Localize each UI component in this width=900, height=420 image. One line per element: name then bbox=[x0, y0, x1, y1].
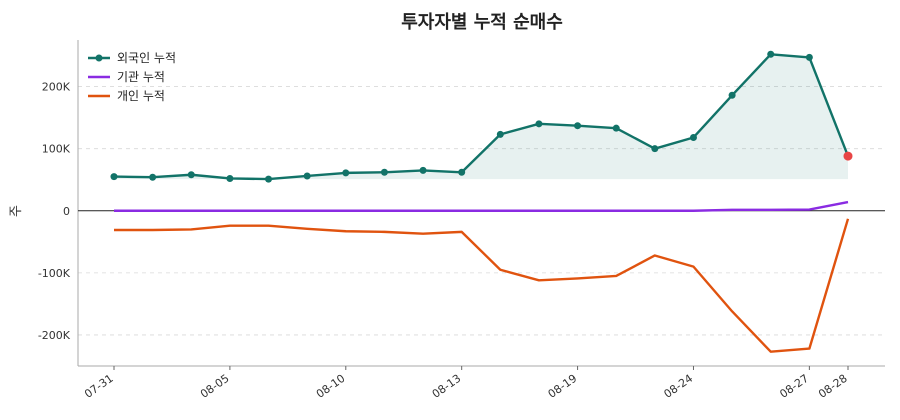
data-point bbox=[458, 168, 466, 176]
legend-label: 기관 누적 bbox=[117, 70, 165, 84]
series-area-fill bbox=[114, 54, 848, 180]
y-tick-label: 0 bbox=[63, 205, 70, 218]
y-tick-label: -200K bbox=[38, 329, 71, 342]
data-point bbox=[342, 169, 350, 177]
last-point-highlight bbox=[843, 151, 853, 161]
y-tick-label: 100K bbox=[42, 143, 71, 156]
y-axis-label: 주 bbox=[9, 205, 24, 217]
data-point bbox=[574, 122, 582, 130]
x-tick-label: 08-05 bbox=[198, 372, 232, 401]
data-point bbox=[767, 50, 775, 58]
x-tick-label: 08-10 bbox=[314, 372, 348, 401]
data-point bbox=[805, 53, 813, 61]
data-point bbox=[535, 120, 543, 128]
y-tick-label: 200K bbox=[42, 81, 71, 94]
data-point bbox=[419, 166, 427, 174]
data-point bbox=[728, 91, 736, 99]
data-point bbox=[303, 172, 311, 180]
data-point bbox=[226, 174, 234, 182]
data-point bbox=[265, 175, 273, 183]
series-line-1 bbox=[113, 53, 850, 181]
x-tick-label: 08-13 bbox=[430, 372, 464, 401]
series-line-2 bbox=[114, 200, 849, 212]
data-point bbox=[187, 171, 195, 179]
chart-title: 투자자별 누적 순매수 bbox=[401, 12, 563, 33]
data-point bbox=[380, 168, 388, 176]
x-tick-label: 08-28 bbox=[816, 372, 850, 401]
x-tick-label: 08-27 bbox=[777, 372, 811, 401]
y-tick-label: -100K bbox=[38, 267, 71, 280]
data-point bbox=[149, 173, 157, 181]
series-line-3 bbox=[114, 218, 850, 353]
x-tick-label: 08-19 bbox=[546, 372, 580, 401]
x-tick-label: 08-24 bbox=[662, 372, 696, 401]
x-tick-label: 07-31 bbox=[82, 372, 116, 401]
data-point bbox=[689, 133, 697, 141]
legend-marker bbox=[95, 54, 103, 62]
legend-label: 개인 누적 bbox=[117, 89, 165, 103]
data-point bbox=[612, 124, 620, 132]
data-point bbox=[651, 145, 659, 153]
data-point bbox=[110, 173, 118, 181]
data-point bbox=[496, 130, 504, 138]
legend-label: 외국인 누적 bbox=[117, 51, 176, 65]
